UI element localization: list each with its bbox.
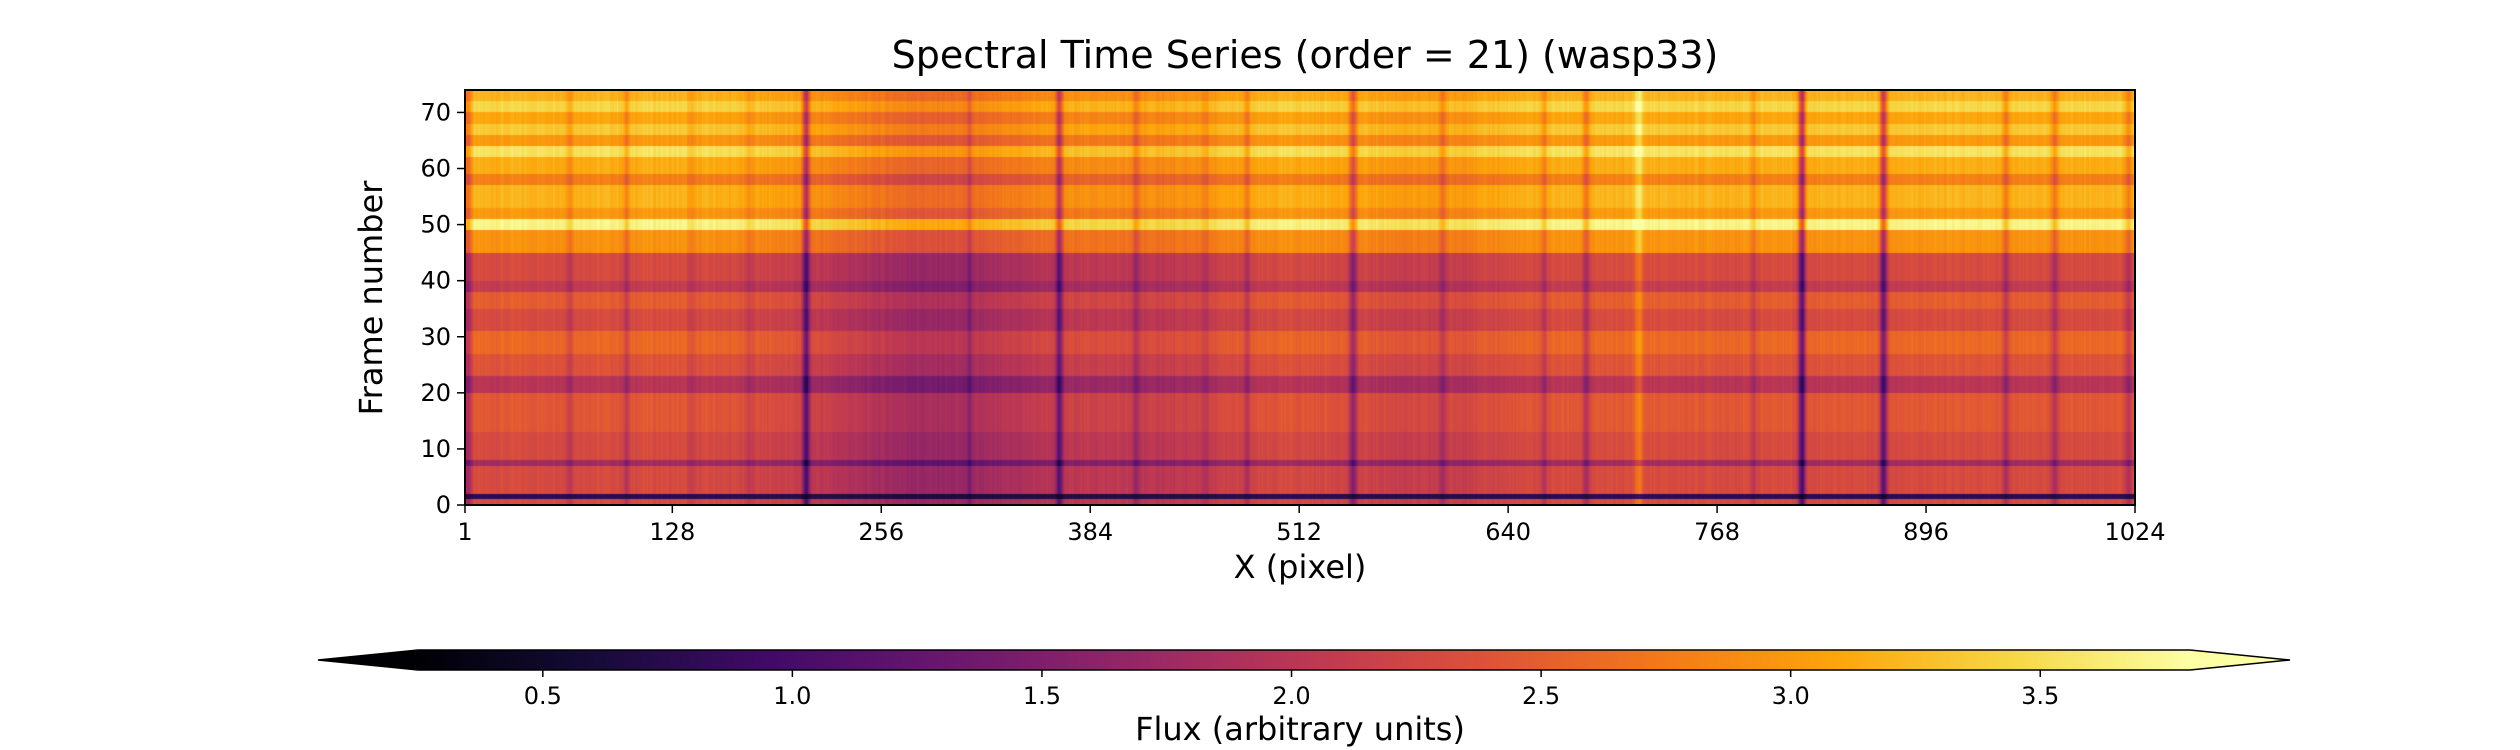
colorbar-tick-label: 1.5 bbox=[1023, 682, 1061, 710]
x-axis-ticks: 1 128 256 384 512 640 768 896 1024 bbox=[457, 505, 2165, 546]
x-tick-label: 128 bbox=[649, 518, 695, 546]
colorbar-extend-low bbox=[318, 650, 418, 670]
y-axis-ticks: 0 10 20 30 40 50 60 70 bbox=[420, 98, 465, 519]
x-tick-label: 640 bbox=[1485, 518, 1531, 546]
x-axis-label: X (pixel) bbox=[1234, 548, 1367, 586]
x-tick-label: 896 bbox=[1903, 518, 1949, 546]
y-tick-label: 40 bbox=[420, 267, 451, 295]
y-tick-label: 60 bbox=[420, 155, 451, 183]
heatmap-area bbox=[465, 90, 2135, 505]
x-tick-label: 384 bbox=[1067, 518, 1113, 546]
y-tick-label: 30 bbox=[420, 323, 451, 351]
colorbar-tick-label: 0.5 bbox=[524, 682, 562, 710]
colorbar-tick-label: 3.5 bbox=[2021, 682, 2059, 710]
y-tick-label: 20 bbox=[420, 379, 451, 407]
x-tick-label: 256 bbox=[858, 518, 904, 546]
colorbar: 0.5 1.0 1.5 2.0 2.5 3.0 3.5 Flux (arbitrary un… bbox=[318, 650, 2290, 748]
colorbar-tick-label: 3.0 bbox=[1772, 682, 1810, 710]
colorbar-tick-label: 1.0 bbox=[773, 682, 811, 710]
y-tick-label: 0 bbox=[436, 491, 451, 519]
colorbar-label: Flux (arbitrary units) bbox=[1135, 710, 1465, 748]
heatmap-image bbox=[465, 90, 2135, 505]
colorbar-tick-label: 2.5 bbox=[1522, 682, 1560, 710]
colorbar-ticks: 0.5 1.0 1.5 2.0 2.5 3.0 3.5 bbox=[524, 670, 2060, 710]
x-tick-label: 1 bbox=[457, 518, 472, 546]
chart-title: Spectral Time Series (order = 21) (wasp3… bbox=[892, 33, 1719, 77]
colorbar-extend-high bbox=[2190, 650, 2290, 670]
y-tick-label: 50 bbox=[420, 211, 451, 239]
x-tick-label: 512 bbox=[1276, 518, 1322, 546]
colorbar-gradient bbox=[418, 650, 2190, 670]
y-axis-label: Frame number bbox=[352, 180, 390, 416]
colorbar-tick-label: 2.0 bbox=[1272, 682, 1310, 710]
y-tick-label: 70 bbox=[420, 98, 451, 126]
y-tick-label: 10 bbox=[420, 435, 451, 463]
x-tick-label: 768 bbox=[1694, 518, 1740, 546]
x-tick-label: 1024 bbox=[2104, 518, 2165, 546]
